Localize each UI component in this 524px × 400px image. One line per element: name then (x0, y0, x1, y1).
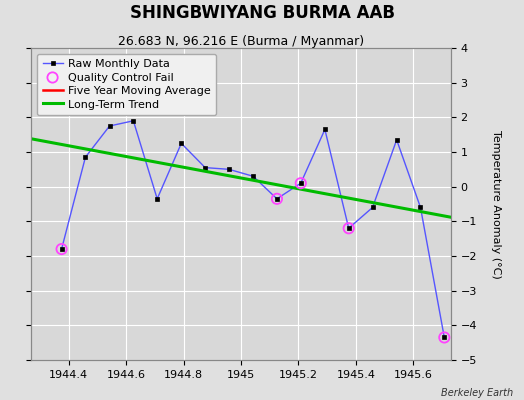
Raw Monthly Data (369, 205, 376, 210)
Raw Monthly Data (106, 124, 113, 128)
Raw Monthly Data (59, 247, 65, 252)
Raw Monthly Data (322, 127, 328, 132)
Raw Monthly Data (394, 138, 400, 142)
Raw Monthly Data (226, 167, 232, 172)
Legend: Raw Monthly Data, Quality Control Fail, Five Year Moving Average, Long-Term Tren: Raw Monthly Data, Quality Control Fail, … (37, 54, 216, 115)
Raw Monthly Data (178, 141, 184, 146)
Quality Control Fail (344, 225, 353, 232)
Raw Monthly Data (202, 165, 209, 170)
Y-axis label: Temperature Anomaly (°C): Temperature Anomaly (°C) (491, 130, 501, 278)
Raw Monthly Data (298, 181, 304, 186)
Raw Monthly Data (250, 174, 256, 179)
Quality Control Fail (58, 246, 66, 252)
Quality Control Fail (297, 180, 305, 186)
Raw Monthly Data (82, 155, 89, 160)
Quality Control Fail (272, 196, 281, 202)
Raw Monthly Data (441, 335, 447, 340)
Raw Monthly Data (274, 196, 280, 201)
Title: 26.683 N, 96.216 E (Burma / Myanmar): 26.683 N, 96.216 E (Burma / Myanmar) (118, 35, 364, 48)
Text: Berkeley Earth: Berkeley Earth (441, 388, 514, 398)
Line: Raw Monthly Data: Raw Monthly Data (59, 118, 447, 340)
Raw Monthly Data (417, 205, 423, 210)
Raw Monthly Data (154, 196, 160, 201)
Text: SHINGBWIYANG BURMA AAB: SHINGBWIYANG BURMA AAB (129, 4, 395, 22)
Quality Control Fail (440, 334, 449, 341)
Raw Monthly Data (345, 226, 352, 231)
Raw Monthly Data (130, 118, 137, 123)
